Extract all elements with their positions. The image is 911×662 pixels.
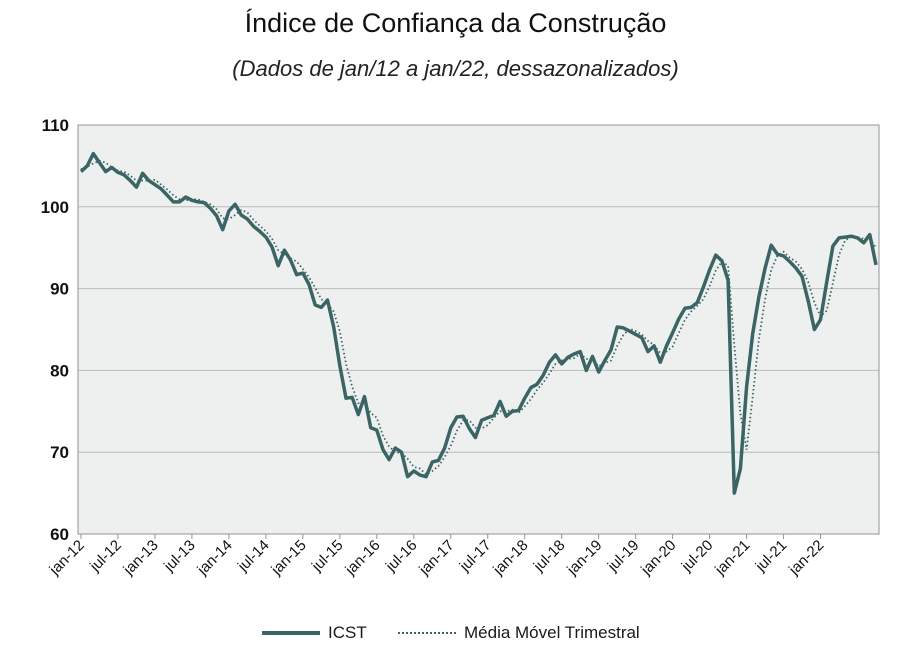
legend-label-media-movel: Média Móvel Trimestral <box>464 623 640 642</box>
y-tick-label: 90 <box>50 280 69 299</box>
y-tick-label: 80 <box>50 361 69 380</box>
chart-subtitle: (Dados de jan/12 a jan/22, dessazonaliza… <box>232 56 679 81</box>
legend-item-icst: ICST <box>262 623 367 643</box>
y-tick-label: 110 <box>42 116 69 135</box>
x-tick-label: jul-12 <box>86 537 125 576</box>
x-tick-label: jan-21 <box>711 537 753 579</box>
x-tick-label: jul-20 <box>678 537 717 576</box>
x-tick-label: jan-14 <box>194 537 236 579</box>
x-tick-label: jul-17 <box>456 537 495 576</box>
y-tick-label: 70 <box>50 443 69 462</box>
x-tick-label: jul-21 <box>752 537 791 576</box>
x-tick-label: jan-20 <box>637 537 679 579</box>
x-tick-label: jul-13 <box>160 537 199 576</box>
x-tick-label: jul-14 <box>234 537 273 576</box>
y-axis-ticks: 60 70 80 90 100 110 <box>41 116 69 544</box>
x-tick-label: jan-16 <box>341 537 383 579</box>
x-tick-label: jan-19 <box>563 537 605 579</box>
legend-swatch-icst <box>262 631 320 635</box>
y-tick-label: 60 <box>50 525 69 544</box>
series-line-media-movel <box>80 160 877 476</box>
legend-label-icst: ICST <box>328 623 367 642</box>
x-tick-label: jul-18 <box>530 537 569 576</box>
x-tick-label: jul-19 <box>604 537 643 576</box>
chart-legend: ICST Média Móvel Trimestral <box>0 623 911 647</box>
legend-swatch-media-movel <box>398 632 456 634</box>
x-tick-label: jul-16 <box>382 537 421 576</box>
x-tick-label: jan-17 <box>415 537 457 579</box>
plot-border <box>77 124 880 535</box>
x-tick-label: jul-15 <box>308 537 347 576</box>
x-tick-label: jan-18 <box>489 537 531 579</box>
series-line-icst <box>79 151 878 495</box>
x-tick-label: jan-15 <box>267 537 309 579</box>
legend-item-media-movel: Média Móvel Trimestral <box>398 623 640 643</box>
x-tick-label: jan-22 <box>785 537 827 579</box>
y-tick-label: 100 <box>41 198 69 217</box>
chart-title: Índice de Confiança da Construção <box>244 8 667 38</box>
plot-area <box>78 125 879 534</box>
x-tick-label: jan-13 <box>120 537 162 579</box>
